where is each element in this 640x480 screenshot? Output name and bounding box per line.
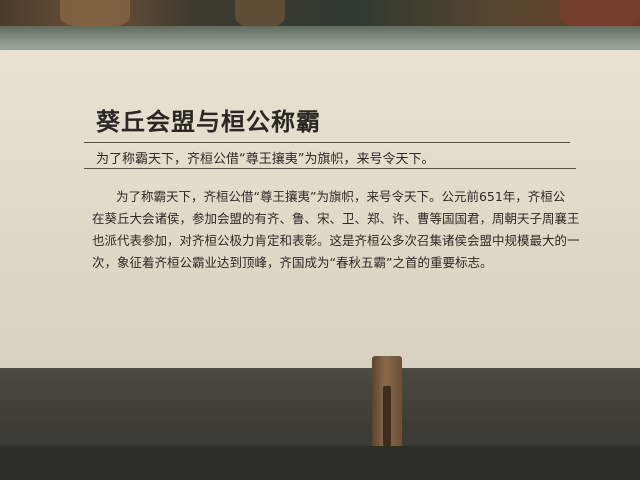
painting-figure xyxy=(60,0,130,28)
title-divider xyxy=(84,142,570,143)
wooden-bracket xyxy=(372,356,402,454)
display-base xyxy=(0,446,640,480)
exhibit-placard: 葵丘会盟与桓公称霸 为了称霸天下，齐桓公借“尊王攘夷”为旗帜，来号令天下。 为了… xyxy=(0,50,640,368)
placard-title: 葵丘会盟与桓公称霸 xyxy=(96,107,321,136)
display-case-frame xyxy=(0,26,640,52)
bracket-slot xyxy=(383,386,391,446)
body-line: 为了称霸天下，齐桓公借“尊王攘夷”为旗帜，来号令天下。公元前651年，齐桓公 xyxy=(116,189,566,204)
body-line: 次，象征着齐桓公霸业达到顶峰，齐国成为“春秋五霸”之首的重要标志。 xyxy=(92,255,493,270)
subtitle-divider xyxy=(84,168,576,169)
painting-figure xyxy=(235,0,285,28)
placard-subtitle: 为了称霸天下，齐桓公借“尊王攘夷”为旗帜，来号令天下。 xyxy=(96,152,435,167)
painting-strip xyxy=(0,0,640,30)
painting-figure xyxy=(560,0,640,28)
placard-body: 为了称霸天下，齐桓公借“尊王攘夷”为旗帜，来号令天下。公元前651年，齐桓公 在… xyxy=(92,186,602,274)
body-line: 在葵丘大会诸侯，参加会盟的有齐、鲁、宋、卫、郑、许、曹等国国君，周朝天子周襄王 xyxy=(92,211,580,226)
body-line: 也派代表参加，对齐桓公极力肯定和表彰。这是齐桓公多次召集诸侯会盟中规模最大的一 xyxy=(92,233,580,248)
